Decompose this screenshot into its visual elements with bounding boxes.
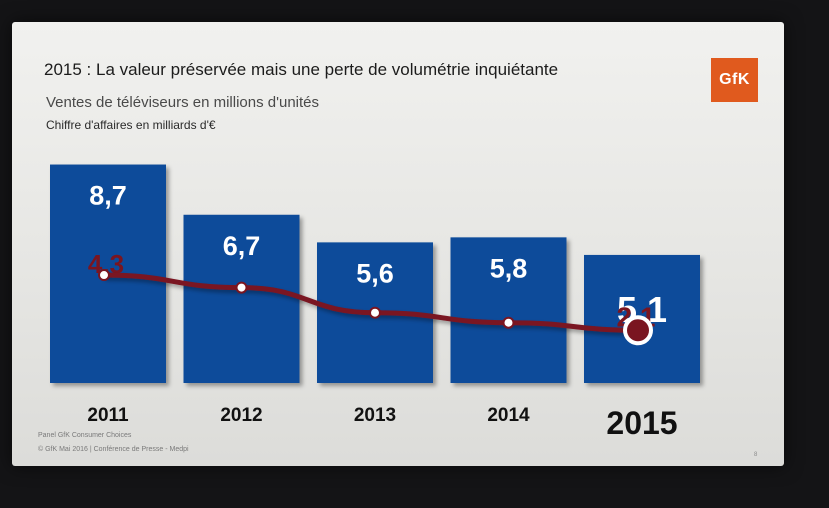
line-point-2011 bbox=[98, 269, 110, 282]
gfk-logo: GfK bbox=[711, 58, 758, 102]
line-point-2012 bbox=[235, 281, 248, 294]
bar-value-label: 6,7 bbox=[223, 231, 261, 261]
bar-2012 bbox=[183, 214, 300, 383]
line-point-2014 bbox=[502, 316, 515, 329]
category-label: 2011 bbox=[87, 405, 129, 426]
category-label: 2012 bbox=[220, 405, 262, 426]
slide-title: 2015 : La valeur préservée mais une pert… bbox=[44, 60, 559, 79]
bar-2014 bbox=[450, 237, 567, 383]
line-point-2013 bbox=[369, 306, 381, 319]
category-label: 2013 bbox=[354, 405, 396, 426]
bar-value-label: 5,6 bbox=[356, 258, 394, 288]
slide: 2015 : La valeur préservée mais une pert… bbox=[12, 22, 784, 466]
page-number: 8 bbox=[754, 452, 758, 458]
chart-subtitle-secondary: Chiffre d'affaires en milliards d'€ bbox=[46, 118, 216, 132]
chart-subtitle: Ventes de téléviseurs en millions d'unit… bbox=[46, 94, 320, 111]
bar-value-label: 8,7 bbox=[89, 181, 127, 211]
bar-line-chart: 8,720116,720125,620135,820145,120154,32,… bbox=[50, 164, 700, 441]
category-label: 2014 bbox=[487, 405, 530, 426]
footer-source: Panel GfK Consumer Choices bbox=[38, 432, 132, 439]
footer-copyright: © GfK Mai 2016 | Conférence de Presse - … bbox=[38, 446, 189, 453]
bar-value-label: 5,8 bbox=[490, 253, 528, 283]
category-label: 2015 bbox=[606, 405, 677, 441]
line-point-2015 bbox=[623, 315, 653, 346]
